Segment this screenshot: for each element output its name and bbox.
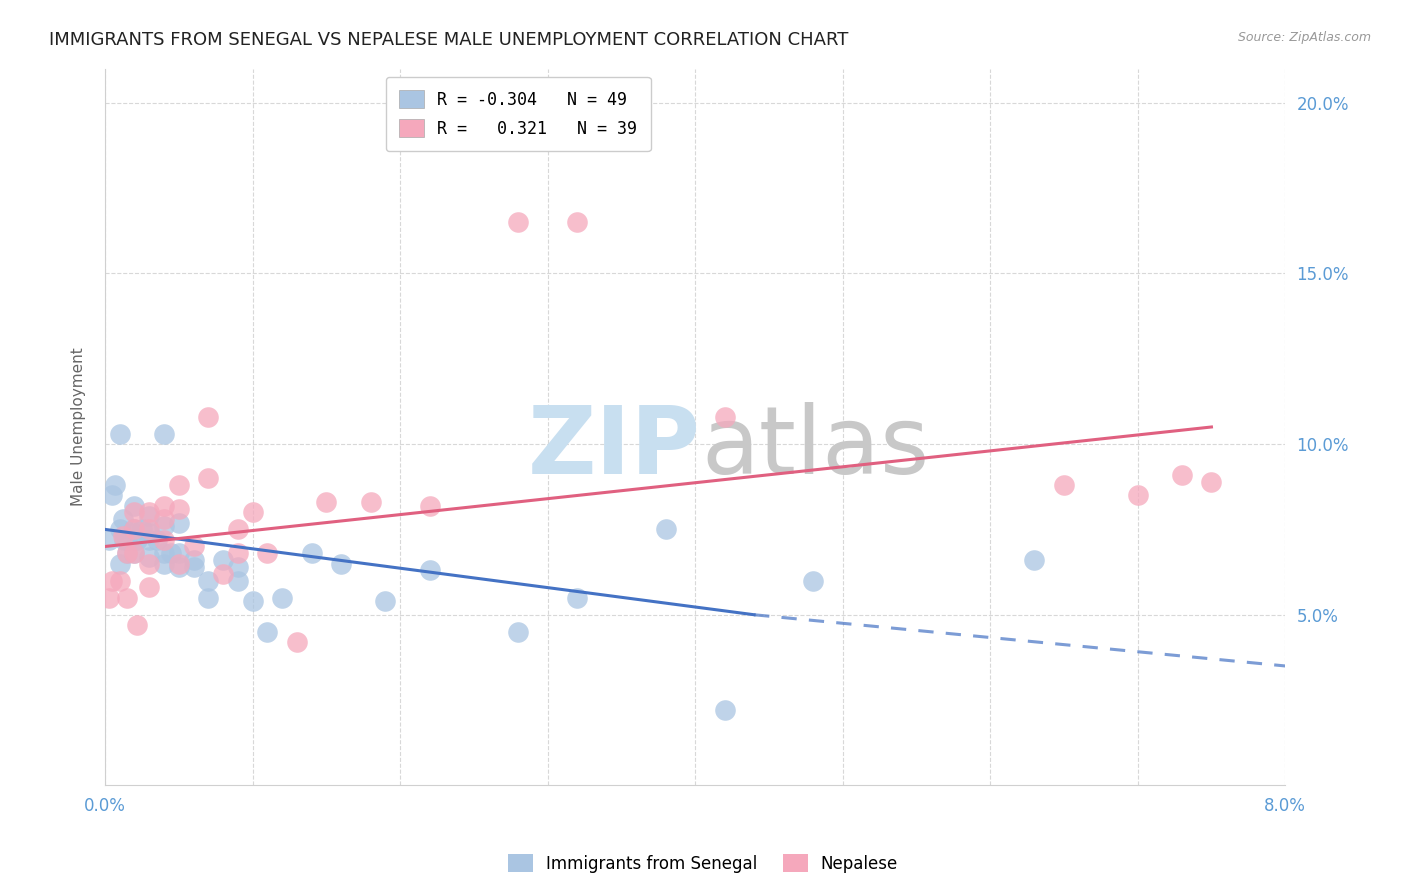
Point (124, 546, 146, 560)
Point (153, 546, 176, 560)
Point (183, 540, 205, 554)
Legend: Immigrants from Senegal, Nepalese: Immigrants from Senegal, Nepalese (502, 847, 904, 880)
Point (713, 409, 735, 424)
Point (111, 529, 134, 543)
Point (1024, 553, 1046, 567)
Point (256, 624, 278, 639)
Point (104, 478, 127, 492)
Point (115, 591, 138, 605)
Point (360, 495, 382, 509)
Point (506, 215, 529, 229)
Point (115, 546, 138, 560)
Point (242, 505, 264, 519)
Point (138, 581, 160, 595)
Point (124, 523, 146, 537)
Point (167, 478, 190, 492)
Point (197, 471, 219, 485)
Point (127, 618, 149, 632)
Point (153, 533, 176, 547)
Point (285, 635, 308, 649)
Point (131, 523, 153, 537)
Point (160, 546, 183, 560)
Point (565, 215, 588, 229)
Point (226, 546, 249, 560)
Point (153, 426, 176, 441)
Point (226, 523, 249, 537)
Point (315, 495, 337, 509)
Point (212, 566, 235, 581)
Point (127, 533, 149, 547)
Point (98, 533, 121, 547)
Point (124, 523, 146, 537)
Point (1126, 488, 1149, 502)
Point (197, 409, 219, 424)
Point (654, 523, 676, 537)
Point (115, 546, 138, 560)
Point (111, 512, 134, 526)
Point (138, 525, 160, 540)
Point (374, 594, 396, 608)
Y-axis label: Male Unemployment: Male Unemployment (72, 348, 86, 507)
Point (124, 505, 146, 519)
Point (98, 591, 121, 605)
Text: Source: ZipAtlas.com: Source: ZipAtlas.com (1237, 31, 1371, 45)
Point (271, 591, 294, 605)
Text: ZIP: ZIP (529, 402, 702, 494)
Point (153, 557, 176, 571)
Point (506, 624, 529, 639)
Point (801, 574, 824, 588)
Point (153, 519, 176, 533)
Point (226, 560, 249, 574)
Point (1171, 467, 1194, 482)
Point (197, 591, 219, 605)
Point (1053, 478, 1076, 492)
Point (301, 546, 323, 560)
Text: IMMIGRANTS FROM SENEGAL VS NEPALESE MALE UNEMPLOYMENT CORRELATION CHART: IMMIGRANTS FROM SENEGAL VS NEPALESE MALE… (49, 31, 849, 49)
Point (167, 557, 190, 571)
Point (138, 557, 160, 571)
Point (183, 560, 205, 574)
Text: atlas: atlas (702, 402, 929, 494)
Point (1201, 475, 1223, 489)
Point (330, 557, 353, 571)
Point (138, 533, 160, 547)
Point (167, 502, 190, 516)
Point (226, 574, 249, 588)
Point (565, 591, 588, 605)
Point (138, 549, 160, 564)
Point (112, 533, 135, 547)
Point (197, 574, 219, 588)
Point (138, 505, 160, 519)
Point (145, 533, 167, 547)
Point (108, 426, 131, 441)
Point (153, 512, 176, 526)
Point (167, 546, 190, 560)
Point (153, 499, 176, 513)
Point (419, 499, 441, 513)
Legend: R = -0.304   N = 49, R =   0.321   N = 39: R = -0.304 N = 49, R = 0.321 N = 39 (385, 77, 651, 151)
Point (167, 560, 190, 574)
Point (124, 525, 146, 540)
Point (124, 499, 146, 513)
Point (419, 563, 441, 577)
Point (256, 546, 278, 560)
Point (713, 703, 735, 717)
Point (101, 574, 124, 588)
Point (138, 523, 160, 537)
Point (212, 553, 235, 567)
Point (183, 553, 205, 567)
Point (167, 516, 190, 530)
Point (108, 574, 131, 588)
Point (242, 594, 264, 608)
Point (101, 488, 124, 502)
Point (115, 533, 138, 547)
Point (108, 557, 131, 571)
Point (124, 546, 146, 560)
Point (138, 508, 160, 523)
Point (108, 523, 131, 537)
